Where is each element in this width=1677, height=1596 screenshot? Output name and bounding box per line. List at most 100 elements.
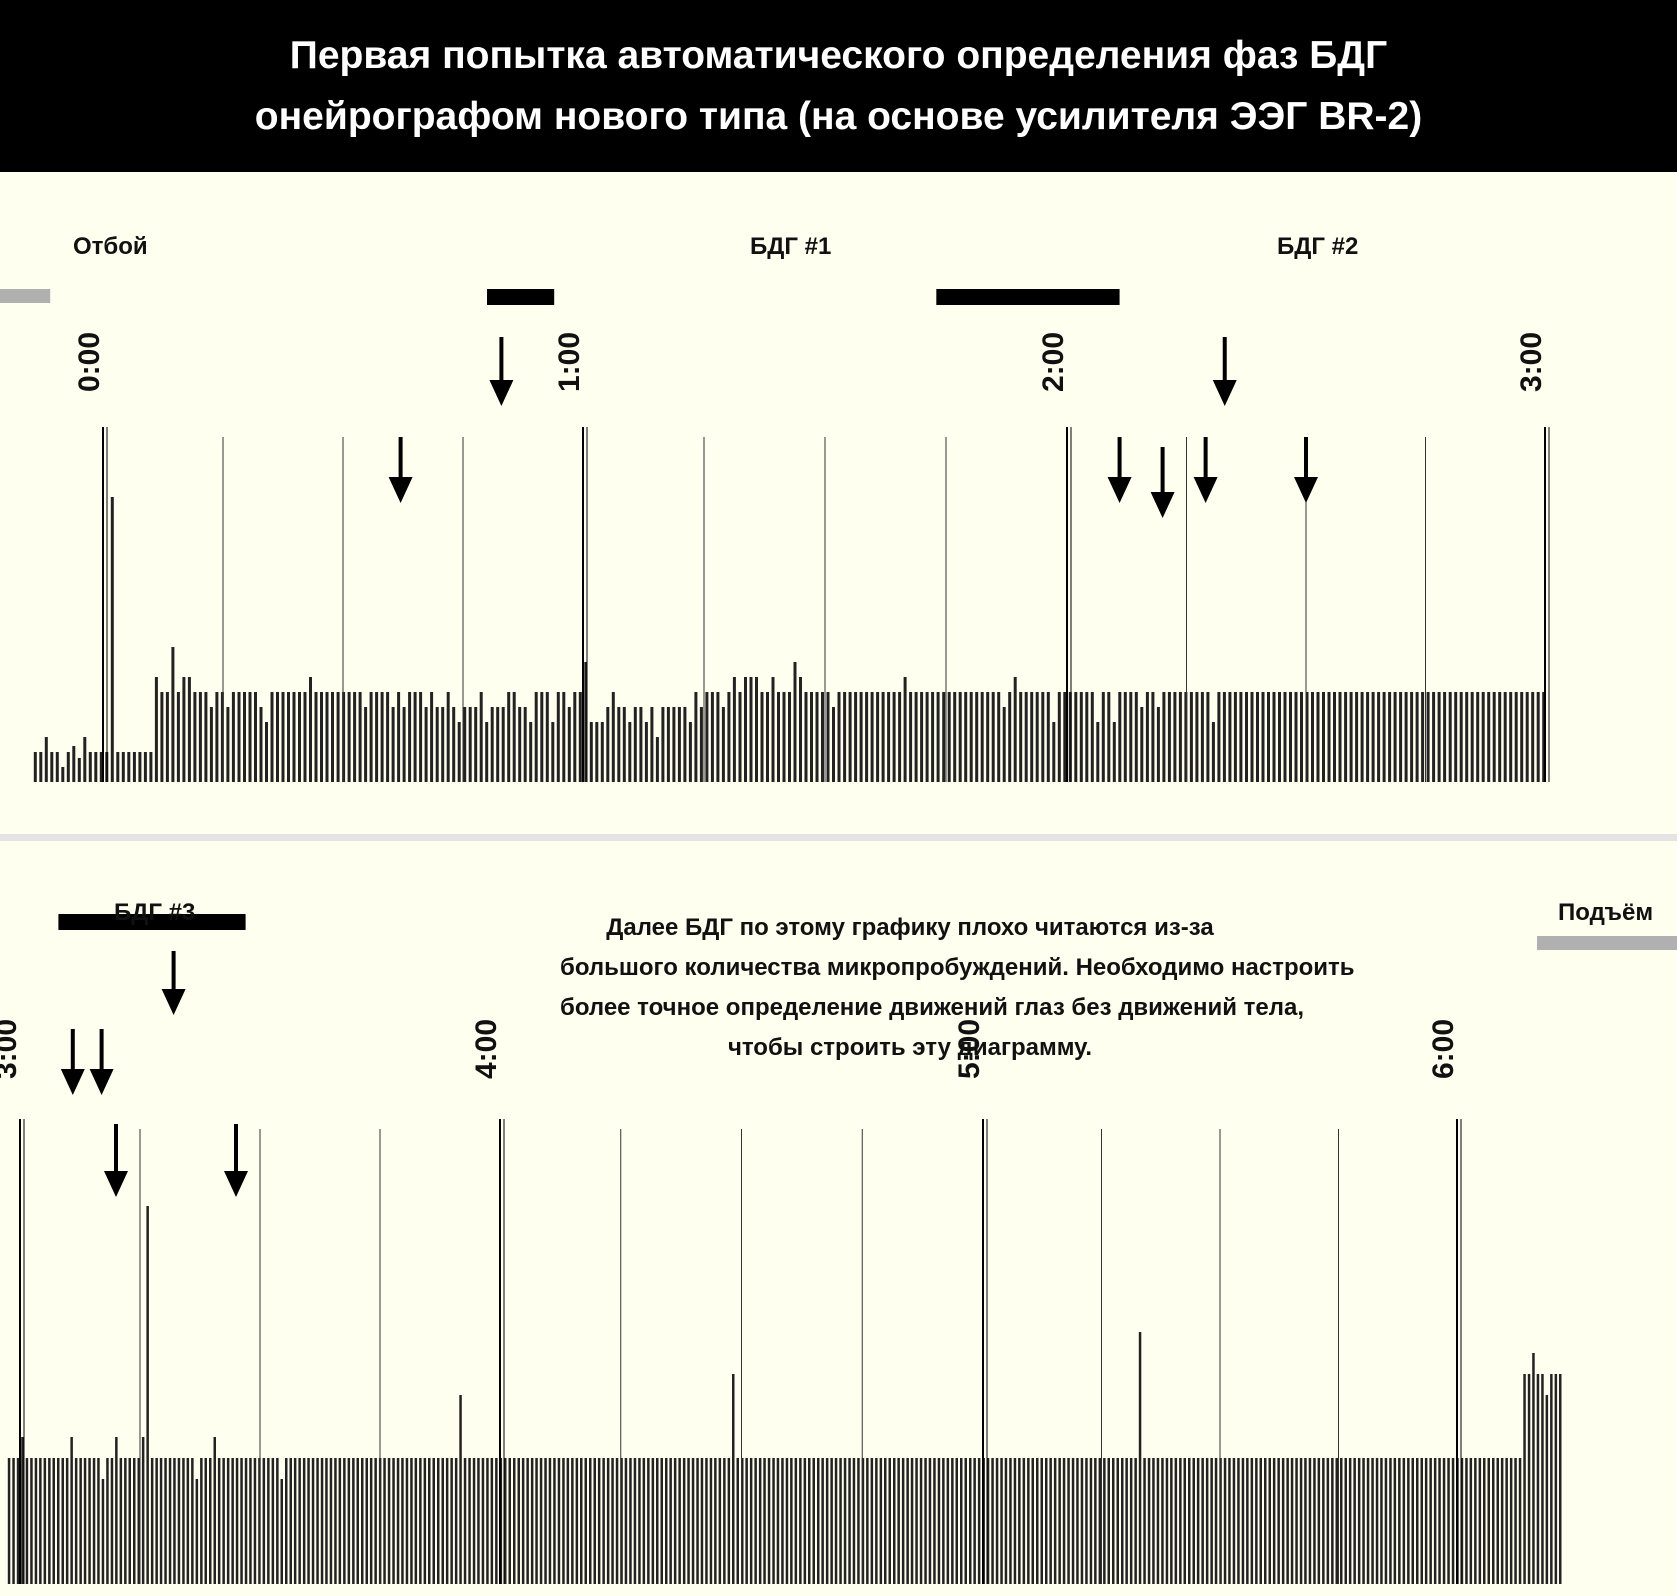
activity-bar: [119, 1458, 123, 1584]
activity-bar: [518, 707, 522, 782]
activity-bar: [254, 692, 257, 782]
activity-bar: [995, 1458, 999, 1584]
activity-bar: [1196, 1458, 1200, 1584]
note-text: Далее БДГ по этому графику плохо читаютс…: [560, 908, 1355, 1068]
activity-bar: [1317, 1458, 1321, 1584]
activity-bar: [881, 692, 885, 782]
activity-bar: [276, 692, 279, 782]
activity-bar: [1492, 1458, 1495, 1584]
activity-bar: [517, 1458, 520, 1584]
activity-bar: [508, 1458, 511, 1584]
activity-bar: [1299, 1458, 1303, 1584]
rem-arrow-head: [1107, 477, 1132, 503]
activity-bar: [361, 1458, 364, 1584]
activity-bar: [810, 692, 813, 782]
activity-bar: [687, 1458, 690, 1584]
activity-bar: [1289, 692, 1292, 782]
activity-bar: [1138, 1332, 1142, 1584]
activity-bar: [265, 722, 268, 782]
activity-bar: [776, 1458, 780, 1584]
activity-bar: [834, 1458, 838, 1584]
activity-bar: [391, 707, 395, 782]
activity-bar: [419, 692, 423, 782]
activity-bar: [423, 1458, 427, 1584]
activity-bar: [812, 1458, 815, 1584]
activity-bar: [678, 1458, 681, 1584]
activity-bar: [358, 692, 362, 782]
activity-bar: [1454, 692, 1458, 782]
lights-off-label: Отбой: [73, 233, 148, 260]
activity-bar: [710, 692, 714, 782]
activity-bar: [843, 692, 847, 782]
activity-bar: [633, 1458, 637, 1584]
activity-bar: [1349, 692, 1353, 782]
activity-bar: [1448, 692, 1452, 782]
activity-bar: [445, 1458, 449, 1584]
activity-bar: [529, 722, 533, 782]
activity-bar: [356, 1458, 359, 1584]
activity-bar: [281, 692, 285, 782]
activity-bar: [782, 692, 786, 782]
activity-bar: [220, 692, 224, 782]
activity-bar: [1550, 1374, 1553, 1584]
activity-bar: [1156, 707, 1160, 782]
activity-bar: [325, 1458, 328, 1584]
activity-bar: [401, 1458, 404, 1584]
wake-label: Подъём: [1558, 899, 1654, 926]
activity-bar: [1503, 692, 1507, 782]
activity-bar: [168, 1458, 172, 1584]
activity-bar: [683, 707, 687, 782]
activity-bar: [660, 1458, 663, 1584]
activity-bar: [771, 677, 775, 782]
activity-bar: [50, 752, 54, 782]
activity-bar: [1214, 1458, 1218, 1584]
activity-bar: [1268, 1458, 1271, 1584]
activity-bar: [193, 692, 197, 782]
activity-bar: [307, 1458, 310, 1584]
activity-bar: [1134, 692, 1138, 782]
activity-bar: [1283, 692, 1287, 782]
activity-bar: [222, 1458, 225, 1584]
activity-bar: [154, 677, 158, 782]
rem-arrow-head: [224, 1171, 248, 1197]
activity-bar: [259, 707, 263, 782]
activity-bar: [544, 1458, 547, 1584]
activity-bar: [562, 692, 566, 782]
activity-bar: [817, 1458, 820, 1584]
activity-bar: [1211, 722, 1215, 782]
activity-bar: [191, 1458, 194, 1584]
rem-arrow: [89, 1029, 114, 1095]
activity-bar: [848, 1458, 851, 1584]
activity-bar: [832, 707, 835, 782]
activity-bar: [61, 1458, 64, 1584]
activity-bar: [611, 692, 615, 782]
activity-bar: [1035, 692, 1039, 782]
activity-bar: [1206, 692, 1210, 782]
activity-bar: [593, 1458, 596, 1584]
activity-bar: [705, 1458, 708, 1584]
activity-bar: [164, 1458, 167, 1584]
activity-bar: [133, 1458, 136, 1584]
activity-bar: [1170, 1458, 1173, 1584]
activity-bar: [1541, 1374, 1544, 1584]
activity-bar: [1442, 1458, 1446, 1584]
activity-bar: [243, 692, 246, 782]
activity-bar: [898, 692, 902, 782]
activity-bar: [1398, 1458, 1401, 1584]
activity-bar: [788, 692, 791, 782]
activity-bar: [1380, 1458, 1383, 1584]
activity-bar: [1250, 1458, 1254, 1584]
activity-bar: [1305, 692, 1309, 782]
activity-bar: [309, 677, 312, 782]
activity-bar: [615, 1458, 619, 1584]
activity-bar: [866, 1458, 869, 1584]
activity-bar: [271, 1458, 275, 1584]
activity-bar: [303, 692, 307, 782]
activity-bar: [1437, 692, 1441, 782]
activity-bar: [1536, 692, 1540, 782]
activity-bar: [521, 1458, 525, 1584]
activity-bar: [799, 677, 802, 782]
activity-bar: [1451, 1458, 1455, 1584]
activity-bar: [718, 1458, 722, 1584]
activity-bar: [1281, 1458, 1285, 1584]
